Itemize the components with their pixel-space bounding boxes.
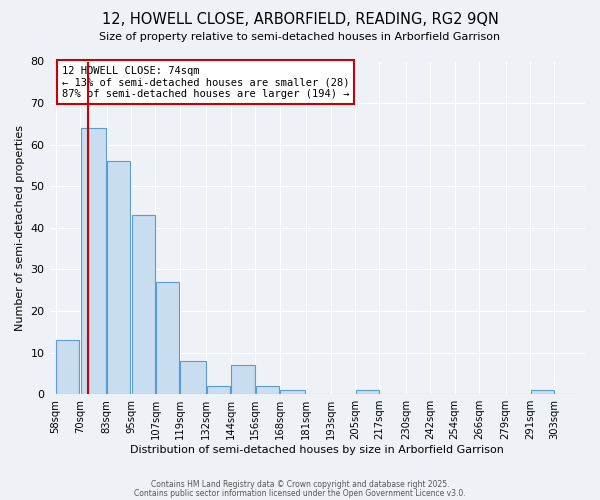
Text: Size of property relative to semi-detached houses in Arborfield Garrison: Size of property relative to semi-detach… <box>100 32 500 42</box>
Text: Contains HM Land Registry data © Crown copyright and database right 2025.: Contains HM Land Registry data © Crown c… <box>151 480 449 489</box>
Bar <box>207 386 230 394</box>
Bar <box>107 162 130 394</box>
Bar <box>530 390 554 394</box>
Y-axis label: Number of semi-detached properties: Number of semi-detached properties <box>15 125 25 331</box>
Bar <box>80 128 106 394</box>
Text: 12 HOWELL CLOSE: 74sqm
← 13% of semi-detached houses are smaller (28)
87% of sem: 12 HOWELL CLOSE: 74sqm ← 13% of semi-det… <box>62 66 349 99</box>
Text: Contains public sector information licensed under the Open Government Licence v3: Contains public sector information licen… <box>134 489 466 498</box>
Bar <box>280 390 305 394</box>
Bar <box>56 340 79 394</box>
Bar <box>356 390 379 394</box>
Bar <box>156 282 179 394</box>
X-axis label: Distribution of semi-detached houses by size in Arborfield Garrison: Distribution of semi-detached houses by … <box>130 445 504 455</box>
Bar <box>256 386 279 394</box>
Text: 12, HOWELL CLOSE, ARBORFIELD, READING, RG2 9QN: 12, HOWELL CLOSE, ARBORFIELD, READING, R… <box>101 12 499 28</box>
Bar <box>181 361 206 394</box>
Bar <box>131 216 155 394</box>
Bar <box>232 365 254 394</box>
